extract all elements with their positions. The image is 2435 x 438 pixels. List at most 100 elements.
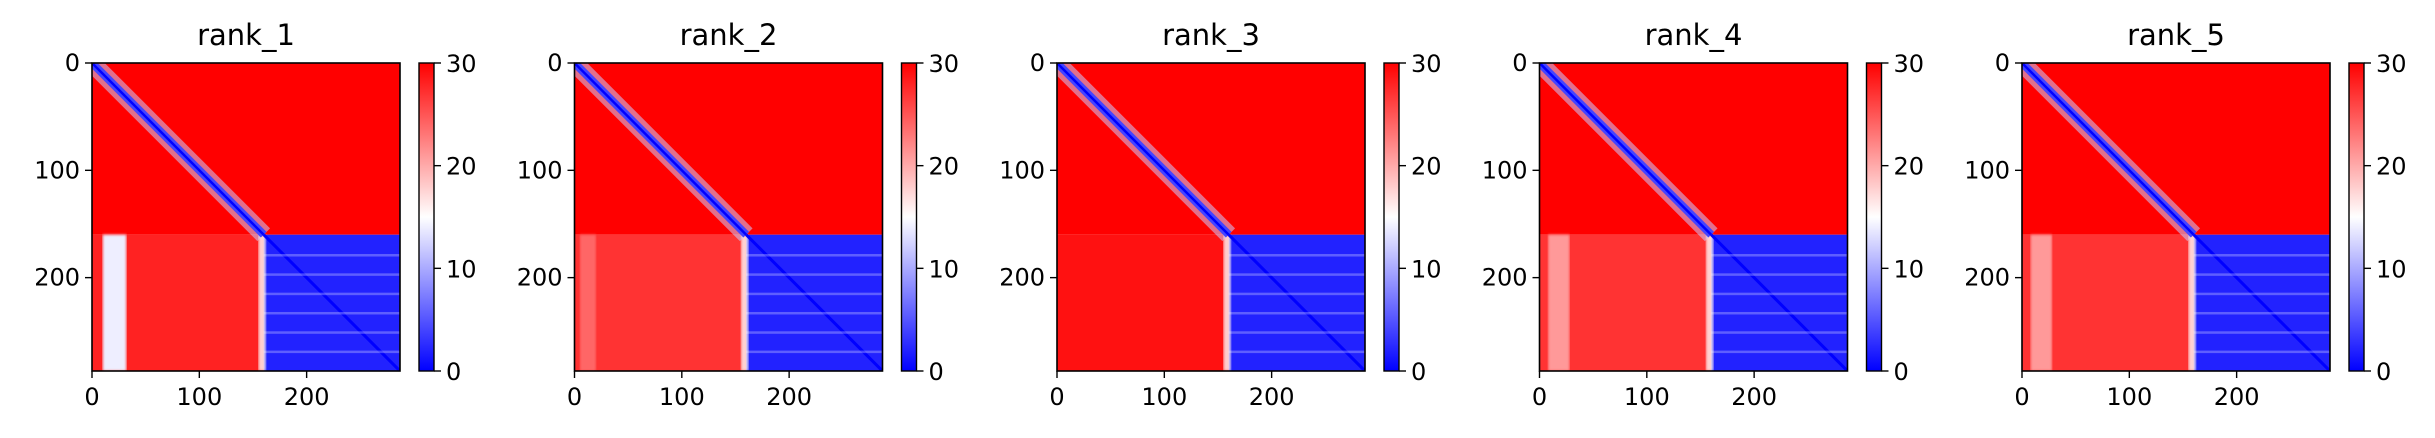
- diagonal-core: [92, 63, 265, 236]
- y-tick-label: 0: [1030, 49, 1045, 77]
- texture-row: [263, 311, 400, 315]
- y-tick-label: 0: [547, 49, 562, 77]
- colorbar-tick-label: 30: [446, 50, 477, 78]
- x-tick-label: 0: [1532, 383, 1547, 411]
- texture-row: [1711, 273, 1848, 276]
- texture-row: [263, 254, 400, 257]
- heatmap-image: [574, 63, 883, 371]
- texture-row: [2193, 254, 2330, 257]
- heatmap-image: [92, 63, 400, 371]
- colorbar-tick-label: 0: [1411, 358, 1426, 386]
- axes-frame: [1056, 62, 1366, 372]
- diagonal-core: [1057, 63, 1230, 236]
- panel-3: rank_3 0 100 200 0 100 200 0 10 20 30: [999, 18, 1441, 411]
- block-bottom-left: [1057, 234, 1229, 371]
- colorbar-tick-label: 20: [446, 153, 477, 181]
- texture-row: [2193, 273, 2330, 276]
- texture-row: [263, 331, 400, 334]
- colorbar-tick-label: 10: [1894, 255, 1925, 283]
- colorbar-tick-label: 0: [2376, 358, 2391, 386]
- texture-row: [1228, 254, 1365, 257]
- texture-row: [263, 292, 400, 296]
- x-tick-label: 100: [1141, 383, 1187, 411]
- y-tick-label: 200: [1964, 264, 2010, 292]
- diagonal-core: [1539, 63, 1713, 236]
- panel-title: rank_1: [197, 18, 295, 52]
- colorbar: [1383, 62, 1400, 372]
- texture-row: [1228, 331, 1365, 334]
- texture-row: [1711, 331, 1848, 334]
- diagonal-core: [2022, 63, 2195, 236]
- block-bottom-left: [574, 234, 747, 371]
- panel-title: rank_5: [2127, 18, 2225, 52]
- panel-4: rank_4 0 100 200 0 100 200 0 10 20 30: [1482, 18, 1924, 411]
- y-tick-label: 100: [999, 156, 1045, 184]
- texture-row: [1228, 311, 1365, 315]
- panel-2: rank_2 0 100 200 0 100 200 0 10 20 30: [517, 18, 959, 411]
- x-tick-label: 0: [567, 383, 582, 411]
- axes-frame: [1538, 62, 1849, 372]
- x-tick-label: 100: [1624, 383, 1670, 411]
- texture-row: [746, 311, 883, 315]
- heatmap-image: [1057, 63, 1365, 371]
- texture-row: [1711, 350, 1848, 354]
- x-tick-label: 200: [1249, 383, 1295, 411]
- colorbar-tick-label: 30: [2376, 50, 2407, 78]
- diagonal-lower: [1710, 233, 1848, 371]
- texture-row: [1711, 311, 1848, 315]
- axes-frame: [2021, 62, 2331, 372]
- colorbar-tick-label: 0: [1894, 358, 1909, 386]
- panel-5: rank_5 0 100 200 0 100 200 0 10 20 30: [1964, 18, 2406, 411]
- y-tick-label: 100: [1482, 156, 1528, 184]
- y-tick-label: 0: [1512, 49, 1527, 77]
- x-tick-label: 0: [2014, 383, 2029, 411]
- x-tick-label: 100: [2106, 383, 2152, 411]
- y-tick-label: 100: [517, 156, 563, 184]
- diagonal-core: [574, 63, 748, 236]
- colorbar: [1865, 62, 1883, 372]
- texture-row: [2193, 292, 2330, 296]
- y-tick-label: 0: [1995, 49, 2010, 77]
- heatmap-image: [2022, 63, 2330, 371]
- texture-row: [746, 292, 883, 296]
- x-tick-label: 0: [1049, 383, 1064, 411]
- texture-row: [2193, 331, 2330, 334]
- pale-stripe: [2030, 234, 2053, 371]
- block-boundary: [740, 234, 749, 371]
- colorbar-tick-label: 10: [1411, 255, 1442, 283]
- texture-row: [2193, 350, 2330, 354]
- pale-stripe: [1548, 234, 1570, 371]
- x-tick-label: 100: [176, 383, 222, 411]
- colorbar-tick-label: 20: [2376, 153, 2407, 181]
- texture-row: [1711, 254, 1848, 257]
- texture-row: [1228, 292, 1365, 296]
- pale-stripe: [102, 234, 127, 371]
- colorbar-tick-label: 20: [929, 153, 960, 181]
- panel-title: rank_2: [680, 18, 778, 52]
- y-tick-label: 100: [1964, 156, 2010, 184]
- block-boundary: [1705, 234, 1714, 371]
- x-tick-label: 200: [284, 383, 330, 411]
- texture-row: [746, 273, 883, 276]
- heatmap-image: [1539, 63, 1848, 371]
- colorbar-tick-label: 0: [929, 358, 944, 386]
- y-tick-label: 200: [1482, 264, 1528, 292]
- pale-stripe: [579, 234, 596, 371]
- block-boundary: [2188, 234, 2196, 371]
- colorbar-tick-label: 30: [1411, 50, 1442, 78]
- colorbar: [900, 62, 918, 372]
- panel-title: rank_3: [1162, 18, 1260, 52]
- colorbar-tick-label: 10: [2376, 255, 2407, 283]
- y-tick-label: 0: [65, 49, 80, 77]
- colorbar-tick-label: 0: [446, 358, 461, 386]
- y-tick-label: 200: [34, 264, 80, 292]
- texture-row: [263, 273, 400, 276]
- colorbar: [418, 62, 435, 372]
- colorbar-tick-label: 20: [1411, 153, 1442, 181]
- diagonal-lower: [262, 233, 400, 371]
- panel-1: rank_1 0 100 200 0 100 200 0 10 20 30: [34, 18, 476, 411]
- colorbar-tick-label: 10: [929, 255, 960, 283]
- y-tick-label: 200: [999, 264, 1045, 292]
- texture-row: [1228, 273, 1365, 276]
